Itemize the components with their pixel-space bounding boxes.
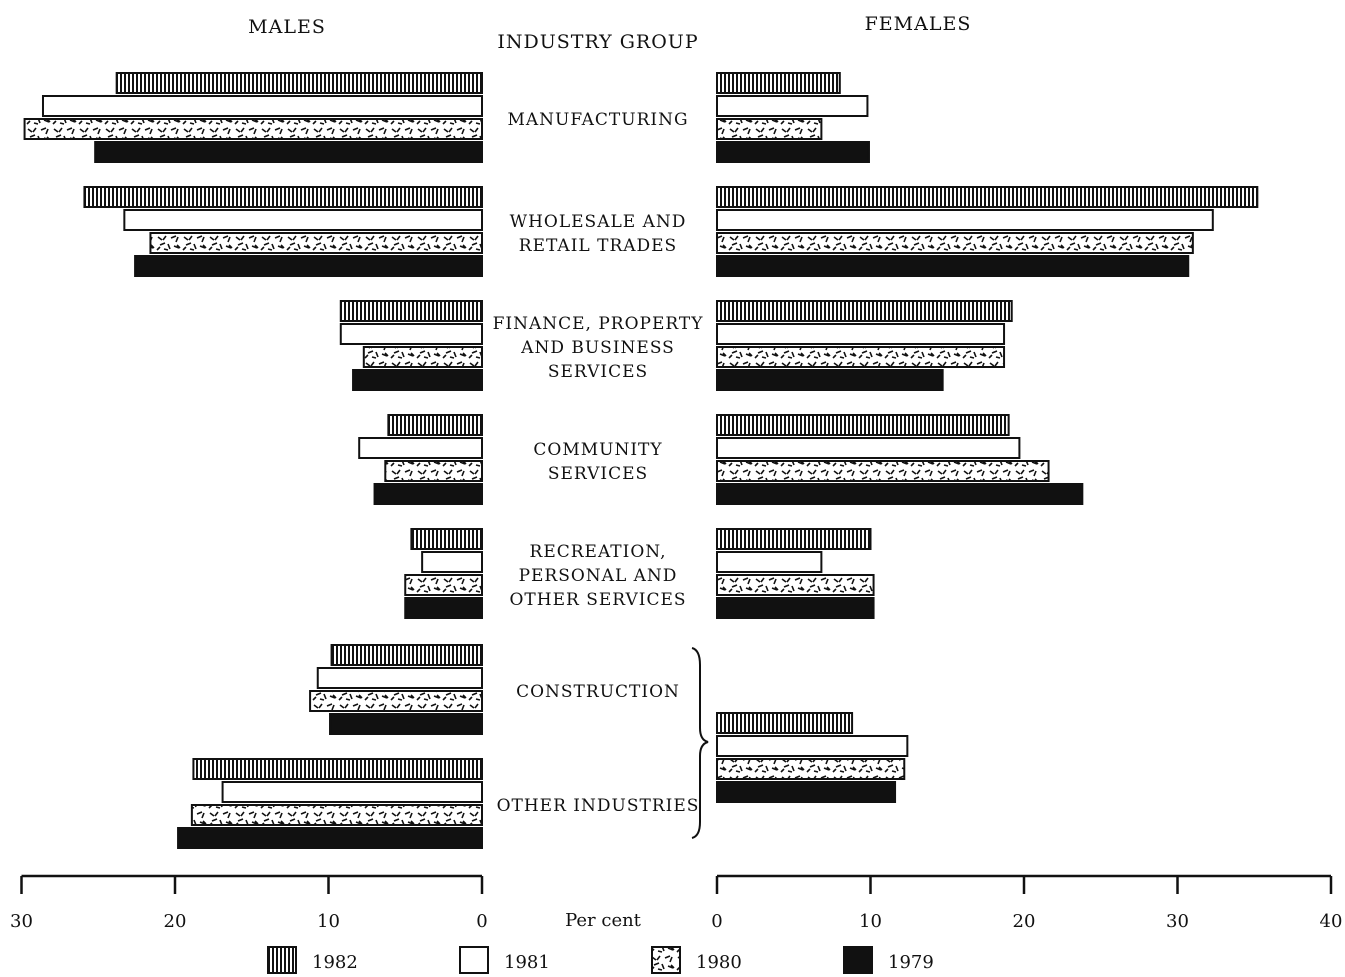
male-bar-manufacturing-1980 — [23, 118, 483, 140]
female-bar-manufacturing-1980 — [716, 118, 823, 140]
female-bar-recreation-personal-and-other-services-1981 — [716, 551, 823, 573]
male-bar-wholesale-and-retail-trades-1982 — [83, 186, 483, 208]
male-bar-recreation-personal-and-other-services-1979 — [404, 597, 483, 619]
category-label-community-services: SERVICES — [548, 464, 648, 484]
females-tick-label: 20 — [1013, 911, 1036, 932]
female-bar-finance-property-and-business-services-1982 — [716, 300, 1013, 322]
male-bar-wholesale-and-retail-trades-1981 — [123, 209, 483, 231]
female-bars — [716, 72, 1259, 803]
category-label-wholesale-and-retail-trades: WHOLESALE AND — [510, 212, 687, 232]
legend-swatch-1980 — [651, 946, 681, 974]
males-axis: 30 20 10 0 — [10, 874, 488, 932]
female-bar-wholesale-and-retail-trades-1982 — [716, 186, 1259, 208]
males-tick-label: 30 — [10, 911, 33, 932]
category-label-construction: CONSTRUCTION — [516, 682, 680, 702]
male-bar-other-industries-1981 — [221, 781, 484, 803]
combined-brace — [691, 647, 709, 839]
female-bar-recreation-personal-and-other-services-1982 — [716, 528, 872, 550]
females-tick-label: 0 — [711, 911, 722, 932]
legend: 1982 1981 1980 1979 — [267, 946, 934, 974]
male-bar-finance-property-and-business-services-1980 — [362, 346, 483, 368]
male-bar-other-industries-1980 — [190, 804, 483, 826]
male-bar-manufacturing-1982 — [115, 72, 483, 94]
female-bar-community-services-1980 — [716, 460, 1050, 482]
male-bar-construction-1982 — [330, 644, 483, 666]
legend-label-1979: 1979 — [888, 952, 934, 973]
female-bar-wholesale-and-retail-trades-1979 — [716, 255, 1190, 277]
female-bar-finance-property-and-business-services-1979 — [716, 369, 944, 391]
category-label-recreation-personal-and-other-services: RECREATION, — [530, 542, 667, 562]
legend-swatch-1979 — [843, 946, 873, 974]
female-bar-recreation-personal-and-other-services-1979 — [716, 597, 875, 619]
category-label-manufacturing: MANUFACTURING — [507, 110, 688, 130]
female-bar-community-services-1979 — [716, 483, 1084, 505]
category-label-other-industries: OTHER INDUSTRIES — [497, 796, 700, 816]
female-bar-community-services-1982 — [716, 414, 1010, 436]
male-bar-construction-1979 — [329, 713, 483, 735]
males-tick-label: 10 — [317, 911, 340, 932]
male-bar-community-services-1980 — [384, 460, 484, 482]
female-bar-finance-property-and-business-services-1981 — [716, 323, 1006, 345]
male-bar-finance-property-and-business-services-1979 — [352, 369, 483, 391]
female-bar-manufacturing-1981 — [716, 95, 869, 117]
female-bar-construction-other-1982 — [716, 712, 854, 734]
center-title: INDUSTRY GROUP — [497, 31, 698, 53]
females-tick-label: 10 — [859, 911, 882, 932]
female-bar-wholesale-and-retail-trades-1981 — [716, 209, 1214, 231]
category-label-finance-property-and-business-services: AND BUSINESS — [520, 338, 675, 358]
category-label-finance-property-and-business-services: FINANCE, PROPERTY — [493, 314, 704, 334]
male-bar-other-industries-1979 — [177, 827, 483, 849]
male-bar-manufacturing-1981 — [41, 95, 484, 117]
females-tick-label: 30 — [1166, 911, 1189, 932]
male-bars — [23, 72, 484, 849]
category-label-wholesale-and-retail-trades: RETAIL TRADES — [519, 236, 677, 256]
male-bar-wholesale-and-retail-trades-1980 — [149, 232, 483, 254]
legend-label-1981: 1981 — [504, 952, 550, 973]
female-bar-manufacturing-1979 — [716, 141, 870, 163]
females-axis: 0 10 20 30 40 — [711, 874, 1343, 932]
female-bar-community-services-1981 — [716, 437, 1021, 459]
female-bar-construction-other-1980 — [716, 758, 906, 780]
category-label-community-services: COMMUNITY — [533, 440, 662, 460]
female-bar-finance-property-and-business-services-1980 — [716, 346, 1006, 368]
females-tick-label: 40 — [1320, 911, 1343, 932]
female-bar-recreation-personal-and-other-services-1980 — [716, 574, 875, 596]
female-bar-manufacturing-1982 — [716, 72, 841, 94]
male-bar-finance-property-and-business-services-1982 — [339, 300, 483, 322]
male-bar-construction-1980 — [309, 690, 483, 712]
category-label-recreation-personal-and-other-services: OTHER SERVICES — [509, 590, 686, 610]
males-tick-label: 20 — [164, 911, 187, 932]
category-labels: MANUFACTURING WHOLESALE AND RETAIL TRADES F… — [493, 110, 704, 816]
male-bar-other-industries-1982 — [192, 758, 483, 780]
male-bar-construction-1981 — [316, 667, 483, 689]
male-bar-finance-property-and-business-services-1981 — [339, 323, 483, 345]
legend-label-1980: 1980 — [696, 952, 742, 973]
male-bar-community-services-1982 — [387, 414, 483, 436]
females-title: FEMALES — [865, 13, 972, 35]
category-label-finance-property-and-business-services: SERVICES — [548, 362, 648, 382]
male-bar-recreation-personal-and-other-services-1981 — [421, 551, 484, 573]
male-bar-manufacturing-1979 — [94, 141, 484, 163]
legend-swatch-1981 — [459, 946, 489, 974]
female-bar-construction-other-1981 — [716, 735, 909, 757]
male-bar-wholesale-and-retail-trades-1979 — [134, 255, 483, 277]
female-bar-construction-other-1979 — [716, 781, 897, 803]
female-bar-wholesale-and-retail-trades-1980 — [716, 232, 1194, 254]
axis-unit-label: Per cent — [565, 910, 642, 931]
males-title: MALES — [248, 16, 326, 38]
category-label-recreation-personal-and-other-services: PERSONAL AND — [519, 566, 678, 586]
legend-label-1982: 1982 — [312, 952, 358, 973]
male-bar-recreation-personal-and-other-services-1980 — [404, 574, 483, 596]
male-bar-community-services-1979 — [373, 483, 483, 505]
males-tick-label: 0 — [476, 911, 487, 932]
male-bar-community-services-1981 — [358, 437, 484, 459]
legend-swatch-1982 — [267, 946, 297, 974]
male-bar-recreation-personal-and-other-services-1982 — [410, 528, 484, 550]
